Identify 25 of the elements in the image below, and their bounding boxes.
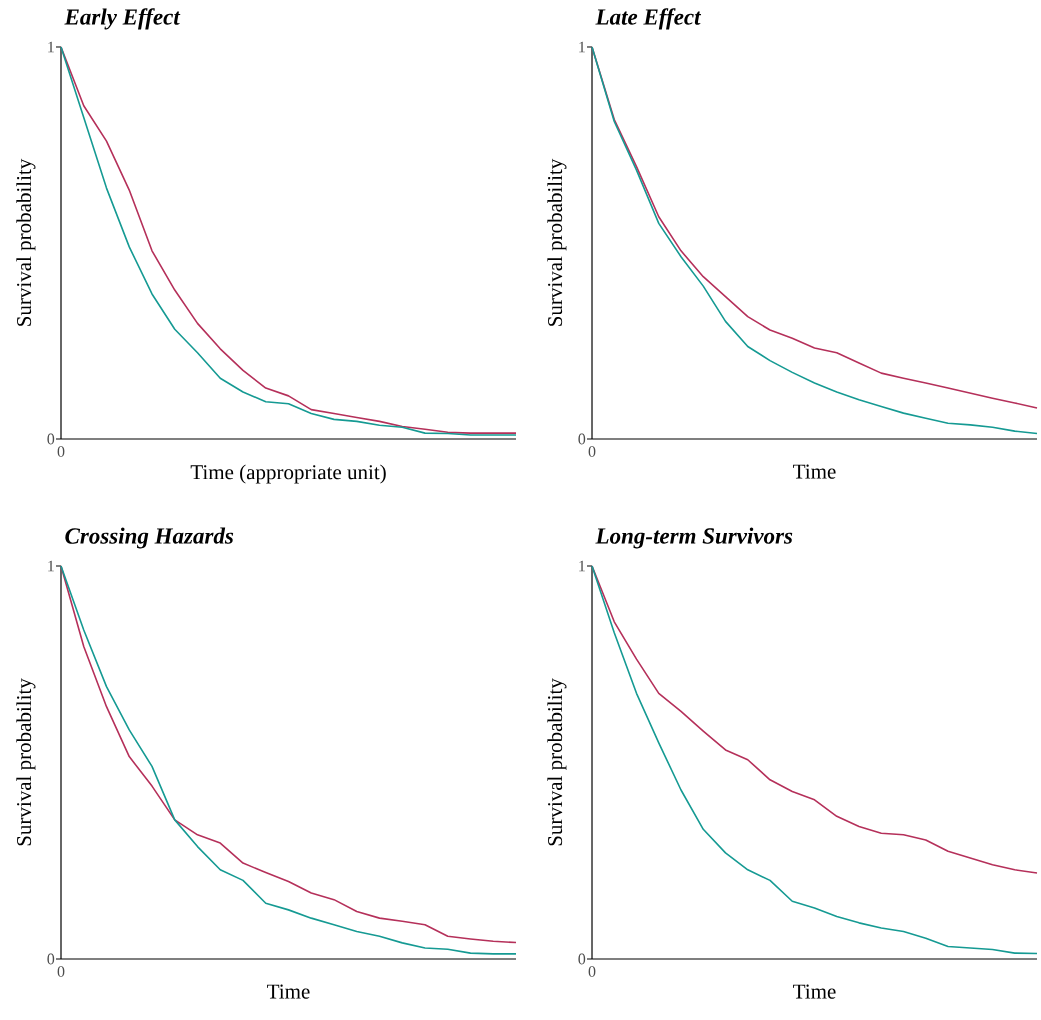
y-tick-label: 0: [47, 433, 55, 445]
x-axis-title: Time: [793, 464, 836, 479]
text: 0: [57, 966, 65, 977]
y-tick-label: 1: [48, 560, 54, 572]
x-axis-title: Time: [267, 984, 310, 999]
y-tick-label: 0: [578, 953, 586, 965]
x-axis-title: Time: [793, 984, 836, 999]
y-tick-label: 0: [47, 953, 55, 965]
y-axis-title: Survival probability: [16, 678, 36, 846]
y-tick-label: 1: [579, 560, 585, 572]
text: 0: [588, 966, 596, 977]
x-axis-title: Time (appropriate unit): [190, 464, 386, 484]
chart-title: Early Effect: [64, 8, 181, 30]
chart-title: Long-term Survivors: [595, 527, 793, 549]
y-tick-label: 1: [48, 41, 54, 53]
y-tick-label: 0: [578, 433, 586, 445]
y-axis-title: Survival probability: [16, 158, 36, 326]
y-axis-title: Survival probability: [547, 158, 567, 326]
chart-title: Late Effect: [595, 8, 702, 30]
line-series: [591, 565, 1038, 955]
text: 0: [588, 446, 596, 457]
y-tick-label: 1: [579, 41, 585, 53]
y-axis-title: Survival probability: [547, 678, 567, 846]
chart-title: Crossing Hazards: [65, 527, 234, 549]
text: 0: [57, 446, 65, 457]
